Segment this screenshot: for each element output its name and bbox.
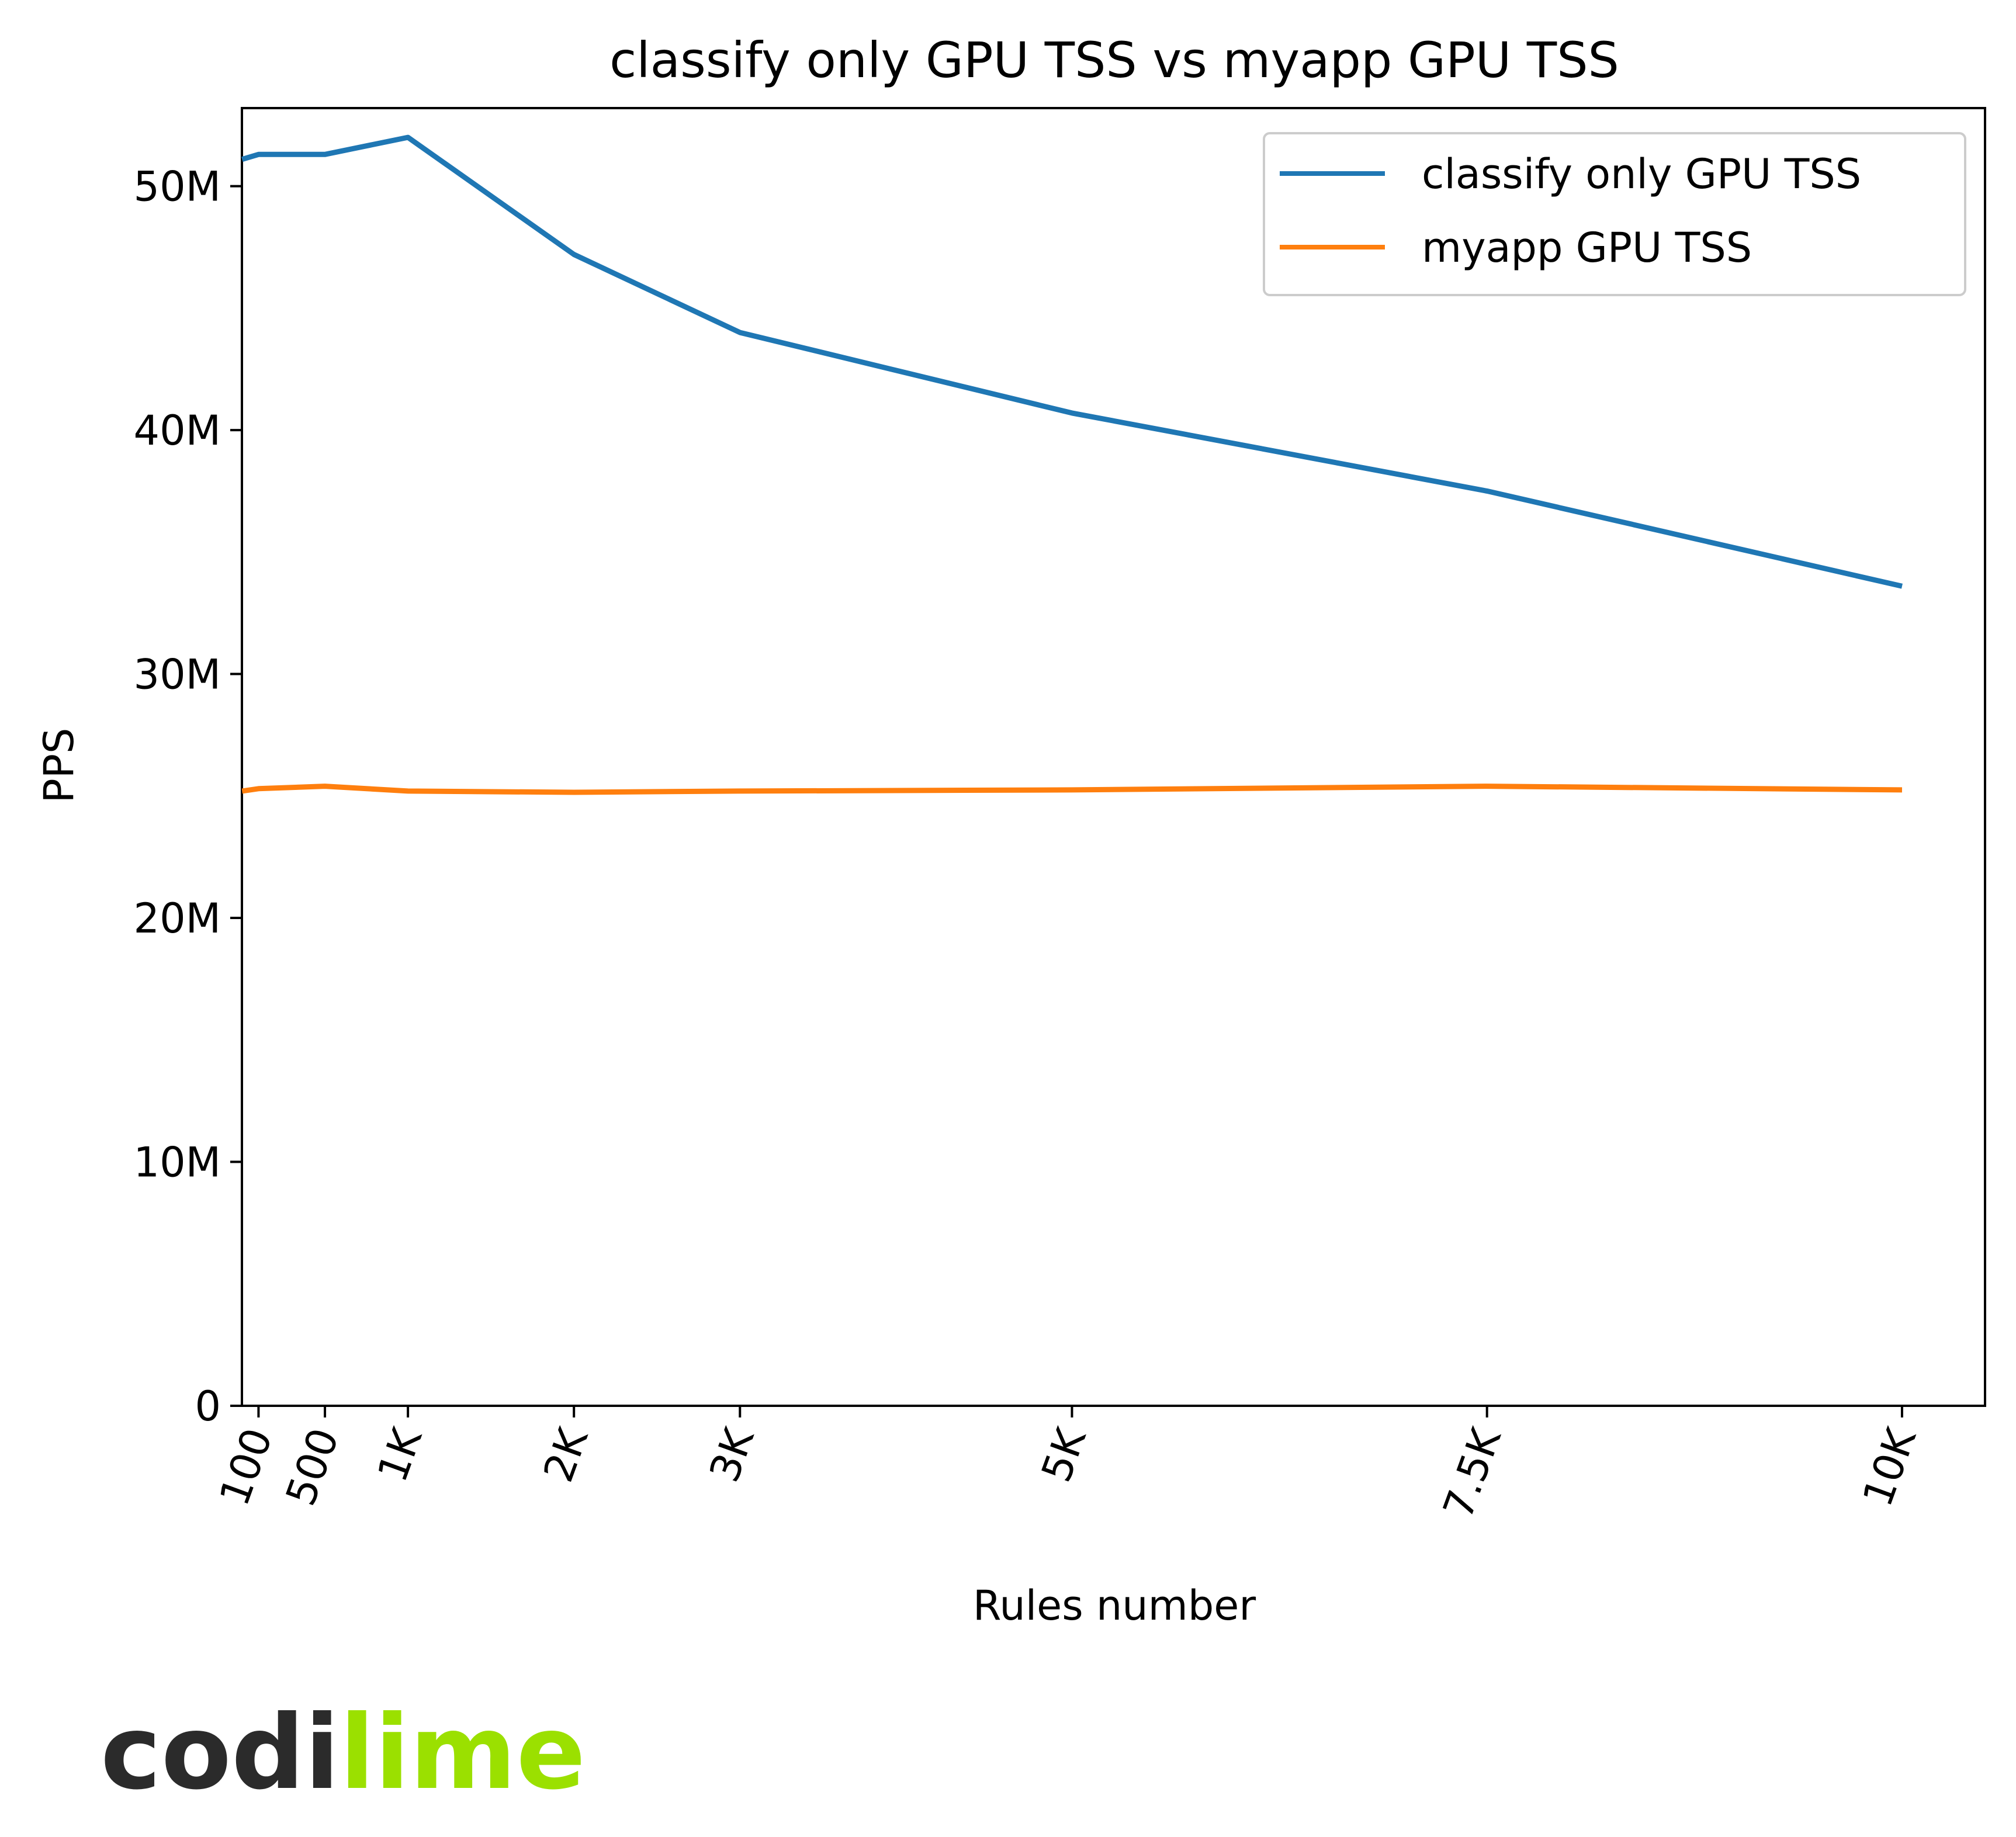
- logo-part-codi: codi: [101, 1694, 340, 1812]
- logo-part-lime: lime: [340, 1694, 586, 1812]
- codilime-logo: codilime: [101, 1694, 586, 1812]
- legend-label-myapp: myapp GPU TSS: [1422, 224, 1752, 272]
- y-tick-label: 50M: [134, 163, 221, 211]
- x-tick-label: 10K: [1854, 1421, 1926, 1513]
- x-tick-label: 3K: [700, 1421, 764, 1488]
- series-line-classify: [241, 134, 1903, 589]
- x-tick-label: 5K: [1032, 1421, 1096, 1488]
- plot-area: [241, 107, 1986, 1407]
- legend: classify only GPU TSS myapp GPU TSS: [1263, 132, 1966, 296]
- y-tick-label: 0: [195, 1382, 221, 1430]
- chart-title: classify only GPU TSS vs myapp GPU TSS: [609, 32, 1619, 89]
- x-tick-label: 1K: [368, 1421, 432, 1488]
- x-tick-label: 500: [276, 1422, 348, 1512]
- y-tick-label: 20M: [134, 895, 221, 942]
- x-tick-label: 2K: [534, 1421, 598, 1488]
- y-tick-label: 40M: [134, 407, 221, 455]
- y-tick-label: 30M: [134, 651, 221, 699]
- y-tick-label: 10M: [134, 1139, 221, 1187]
- series-line-myapp: [241, 784, 1903, 795]
- x-axis-label: Rules number: [973, 1582, 1256, 1630]
- x-tick-label: 7.5K: [1434, 1421, 1511, 1525]
- legend-label-classify: classify only GPU TSS: [1422, 150, 1861, 198]
- legend-box: [1263, 132, 1966, 296]
- series-lines: [241, 134, 1903, 795]
- y-axis-label: PPS: [35, 728, 83, 803]
- y-axis-ticks: 0 10M 20M 30M 40M 50M: [134, 163, 242, 1430]
- x-tick-label: 100: [210, 1422, 282, 1512]
- logo-wordmark: codilime: [101, 1694, 586, 1812]
